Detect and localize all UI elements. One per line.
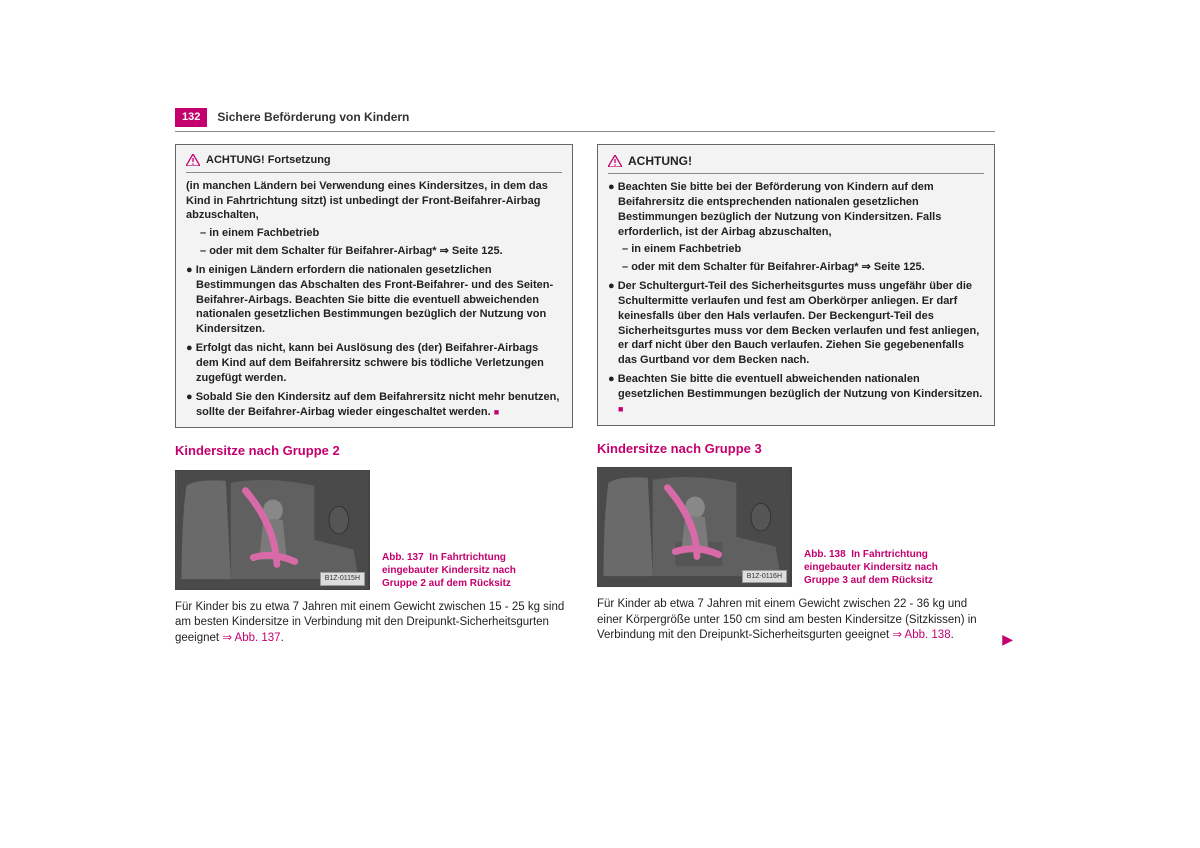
warning-triangle-icon bbox=[608, 155, 622, 167]
box-bullet-item: Beachten Sie bitte bei der Beförderung v… bbox=[608, 180, 984, 239]
section-heading-group2: Kindersitze nach Gruppe 2 bbox=[175, 442, 573, 460]
box-lead-text: (in manchen Ländern bei Verwendung eines… bbox=[186, 179, 562, 224]
achtung-box-header: ACHTUNG! bbox=[608, 153, 984, 174]
two-column-layout: ACHTUNG! Fortsetzung (in manchen Ländern… bbox=[175, 144, 995, 647]
right-column: ACHTUNG! Beachten Sie bitte bei der Befö… bbox=[597, 144, 995, 647]
figure-reference-link: ⇒ Abb. 137 bbox=[222, 632, 280, 644]
figure-tag: B1Z-0115H bbox=[320, 572, 365, 585]
figure-caption: Abb. 137 In Fahrtrichtung eingebauter Ki… bbox=[382, 551, 532, 590]
box-bullet-item: Erfolgt das nicht, kann bei Auslösung de… bbox=[186, 341, 562, 386]
figure-image-group3: B1Z-0116H bbox=[597, 467, 792, 587]
figure-tag: B1Z-0116H bbox=[742, 570, 787, 583]
page-header: 132 Sichere Beförderung von Kindern bbox=[175, 108, 995, 127]
achtung-box: ACHTUNG! Beachten Sie bitte bei der Befö… bbox=[597, 144, 995, 426]
achtung-box-header: ACHTUNG! Fortsetzung bbox=[186, 153, 562, 173]
figure-caption: Abb. 138 In Fahrtrichtung eingebauter Ki… bbox=[804, 548, 954, 587]
page-number-badge: 132 bbox=[175, 108, 207, 127]
box-bullet-item: Beachten Sie bitte die eventuell abweich… bbox=[608, 372, 984, 417]
header-divider bbox=[175, 131, 995, 132]
box-bullet-item: Sobald Sie den Kindersitz auf dem Beifah… bbox=[186, 390, 562, 420]
achtung-header-text: ACHTUNG! Fortsetzung bbox=[206, 153, 331, 168]
body-paragraph: Für Kinder bis zu etwa 7 Jahren mit eine… bbox=[175, 600, 573, 647]
body-paragraph: Für Kinder ab etwa 7 Jahren mit einem Ge… bbox=[597, 597, 995, 644]
figure-reference-link: ⇒ Abb. 138 bbox=[892, 629, 950, 641]
box-bullet-item: Der Schultergurt-Teil des Sicherheitsgur… bbox=[608, 279, 984, 368]
achtung-header-text: ACHTUNG! bbox=[628, 153, 692, 169]
chapter-title: Sichere Beförderung von Kindern bbox=[217, 109, 409, 125]
box-dash-item: in einem Fachbetrieb bbox=[186, 226, 562, 241]
box-dash-item: oder mit dem Schalter für Beifahrer-Airb… bbox=[186, 244, 562, 259]
figure-image-group2: B1Z-0115H bbox=[175, 470, 370, 590]
continue-arrow-icon: ▶ bbox=[1002, 630, 1013, 649]
box-bullet-item: In einigen Ländern erfordern die nationa… bbox=[186, 263, 562, 337]
end-square-icon: ■ bbox=[618, 404, 623, 414]
box-dash-item: oder mit dem Schalter für Beifahrer-Airb… bbox=[608, 260, 984, 275]
manual-page: 132 Sichere Beförderung von Kindern ACHT… bbox=[175, 108, 995, 646]
section-heading-group3: Kindersitze nach Gruppe 3 bbox=[597, 440, 995, 458]
left-column: ACHTUNG! Fortsetzung (in manchen Ländern… bbox=[175, 144, 573, 647]
figure-row: B1Z-0115H Abb. 137 In Fahrtrichtung eing… bbox=[175, 470, 573, 590]
figure-row: B1Z-0116H Abb. 138 In Fahrtrichtung eing… bbox=[597, 467, 995, 587]
warning-triangle-icon bbox=[186, 154, 200, 166]
achtung-box-continued: ACHTUNG! Fortsetzung (in manchen Ländern… bbox=[175, 144, 573, 429]
end-square-icon: ■ bbox=[494, 407, 499, 417]
box-dash-item: in einem Fachbetrieb bbox=[608, 242, 984, 257]
